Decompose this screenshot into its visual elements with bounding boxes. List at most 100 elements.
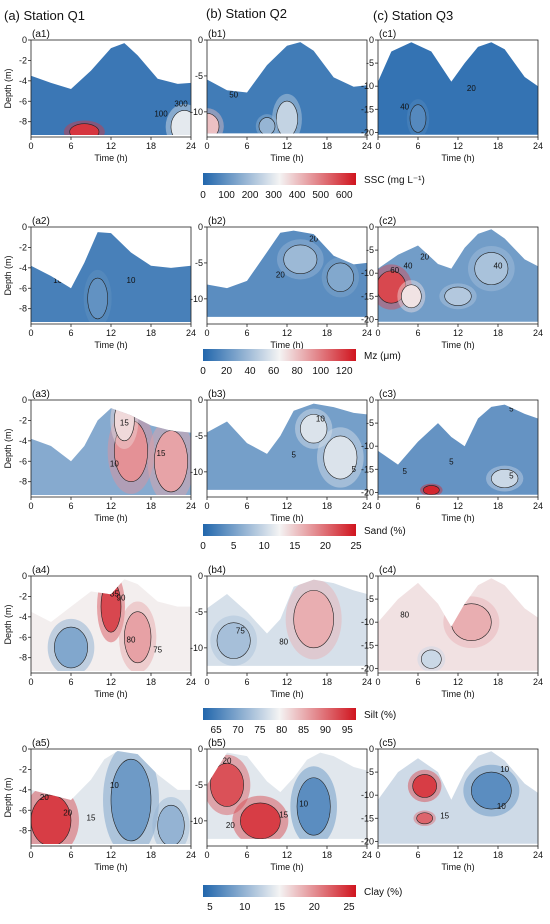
contour-label: 5 <box>402 467 407 476</box>
colorbar-tick-label: 5 <box>207 902 213 913</box>
panel-label: (a2) <box>32 216 50 227</box>
x-tick-label: 24 <box>533 501 543 511</box>
contour-label: 100 <box>154 110 168 119</box>
colorbar-tick-label: 200 <box>242 190 259 201</box>
x-tick-label: 18 <box>493 328 503 338</box>
panel-b5: 20 20 15 10 (b5) 0 6 12 18 24 Time (h) 0 -5 -10 <box>190 738 372 872</box>
panel-label: (c5) <box>379 738 396 749</box>
field-blob <box>154 430 188 493</box>
y-tick-label: -8 <box>19 477 27 487</box>
panel-c3: 5 5 5 5 (c3) 0 6 12 18 24 Time (h) 0 -5 -10 -15 -20 <box>361 389 543 523</box>
field-layer: 100 300 <box>31 43 191 135</box>
field-layer: 15 10 15 <box>31 408 191 495</box>
colorbar-tick-label: 70 <box>232 725 244 736</box>
y-tick-label: -10 <box>190 294 203 304</box>
field-blob <box>444 286 472 306</box>
x-tick-label: 24 <box>533 141 543 151</box>
x-axis-label: Time (h) <box>441 513 474 523</box>
field-blob <box>293 590 334 649</box>
y-tick-label: -10 <box>190 643 203 653</box>
contour-label: 20 <box>276 270 285 279</box>
y-tick-label: 0 <box>198 35 203 45</box>
x-tick-label: 6 <box>415 677 420 687</box>
x-tick-label: 0 <box>204 850 209 860</box>
y-tick-label: -4 <box>19 436 27 446</box>
panel-label: (b1) <box>208 29 226 40</box>
colorbar-tick-label: 20 <box>320 541 332 552</box>
x-tick-label: 0 <box>375 141 380 151</box>
x-tick-label: 0 <box>375 677 380 687</box>
x-tick-label: 24 <box>186 328 196 338</box>
field-blob <box>421 649 442 669</box>
colorbar-tick-label: 75 <box>254 725 266 736</box>
colorbar-tick-label: 60 <box>268 366 280 377</box>
panel-c2: 60 40 20 40 (c2) 0 6 12 18 24 Time (h) 0 -5 -10 -15 -20 <box>361 216 543 350</box>
contour-label: 20 <box>467 84 476 93</box>
contour-label: 20 <box>226 821 235 830</box>
colorbar-sand: Sand (%) 0 5 10 15 20 25 <box>200 524 406 552</box>
panel-b3: 10 5 5 (b3) 0 6 12 18 24 Time (h) 0 -5 -10 <box>190 389 372 523</box>
y-tick-label: 0 <box>22 571 27 581</box>
y-axis-label: Depth (m) <box>3 255 13 295</box>
field-blob <box>207 112 220 134</box>
field-layer: 60 40 20 40 <box>378 229 538 322</box>
x-tick-label: 18 <box>146 141 156 151</box>
y-tick-label: -20 <box>361 836 374 846</box>
y-tick-label: -4 <box>19 612 27 622</box>
panel-label: (b4) <box>208 565 226 576</box>
contour-label: 15 <box>279 810 288 819</box>
panel-label: (c2) <box>379 216 396 227</box>
field-layer: 80 <box>378 578 538 671</box>
y-tick-label: -10 <box>361 81 374 91</box>
colorbar-clay: Clay (%) 5 10 15 20 25 <box>203 885 402 913</box>
colorbar-tick-label: 40 <box>245 366 257 377</box>
x-tick-label: 6 <box>68 677 73 687</box>
x-tick-label: 6 <box>415 501 420 511</box>
station-q2-header: (b) Station Q2 <box>206 6 287 21</box>
field-blob <box>409 104 427 133</box>
x-tick-label: 24 <box>186 850 196 860</box>
colorbar-label: Clay (%) <box>364 887 402 898</box>
x-tick-label: 0 <box>375 501 380 511</box>
contour-label: 85 <box>110 589 119 598</box>
x-tick-label: 12 <box>106 501 116 511</box>
x-axis-label: Time (h) <box>94 862 127 872</box>
field-blob <box>296 777 331 836</box>
x-tick-label: 6 <box>68 141 73 151</box>
colorbar-tick-label: 0 <box>200 190 206 201</box>
x-tick-label: 18 <box>146 677 156 687</box>
y-tick-label: -5 <box>195 431 203 441</box>
x-tick-label: 12 <box>453 501 463 511</box>
y-tick-label: -4 <box>19 785 27 795</box>
x-axis-label: Time (h) <box>441 340 474 350</box>
field-blob <box>258 117 276 134</box>
field-blob <box>471 771 512 810</box>
panel-label: (b5) <box>208 738 226 749</box>
colorbar-tick-label: 120 <box>336 366 353 377</box>
y-tick-label: -4 <box>19 76 27 86</box>
y-tick-label: 0 <box>198 744 203 754</box>
y-tick-label: -5 <box>366 58 374 68</box>
x-tick-label: 0 <box>375 850 380 860</box>
field-blob <box>54 626 88 669</box>
x-tick-label: 24 <box>533 677 543 687</box>
x-tick-label: 0 <box>28 677 33 687</box>
x-tick-label: 12 <box>282 677 292 687</box>
x-tick-label: 0 <box>204 141 209 151</box>
panel-a2: 10 10 (a2) 0 6 12 18 24 Time (h) 0 -2 -4 -6 -8 Depth (… <box>3 216 196 350</box>
panel-a1: 100 300 (a1) 0 6 12 18 24 Time (h) 0 -2 -4 -6 -8 Depth… <box>3 29 196 163</box>
field-background <box>31 232 191 322</box>
contour-label: 40 <box>404 262 413 271</box>
y-axis-label: Depth (m) <box>3 777 13 817</box>
panel-label: (c3) <box>379 389 396 400</box>
colorbar-label: Mz (μm) <box>364 351 401 362</box>
field-blob <box>412 774 437 798</box>
x-tick-label: 6 <box>415 328 420 338</box>
colorbar-tick-label: 25 <box>350 541 362 552</box>
y-tick-label: 0 <box>198 222 203 232</box>
x-tick-label: 0 <box>28 501 33 511</box>
station-q3-header: (c) Station Q3 <box>373 8 453 23</box>
x-tick-label: 6 <box>415 850 420 860</box>
panel-c1: 40 20 (c1) 0 6 12 18 24 Time (h) 0 -5 -10 -15 -20 <box>361 29 543 163</box>
